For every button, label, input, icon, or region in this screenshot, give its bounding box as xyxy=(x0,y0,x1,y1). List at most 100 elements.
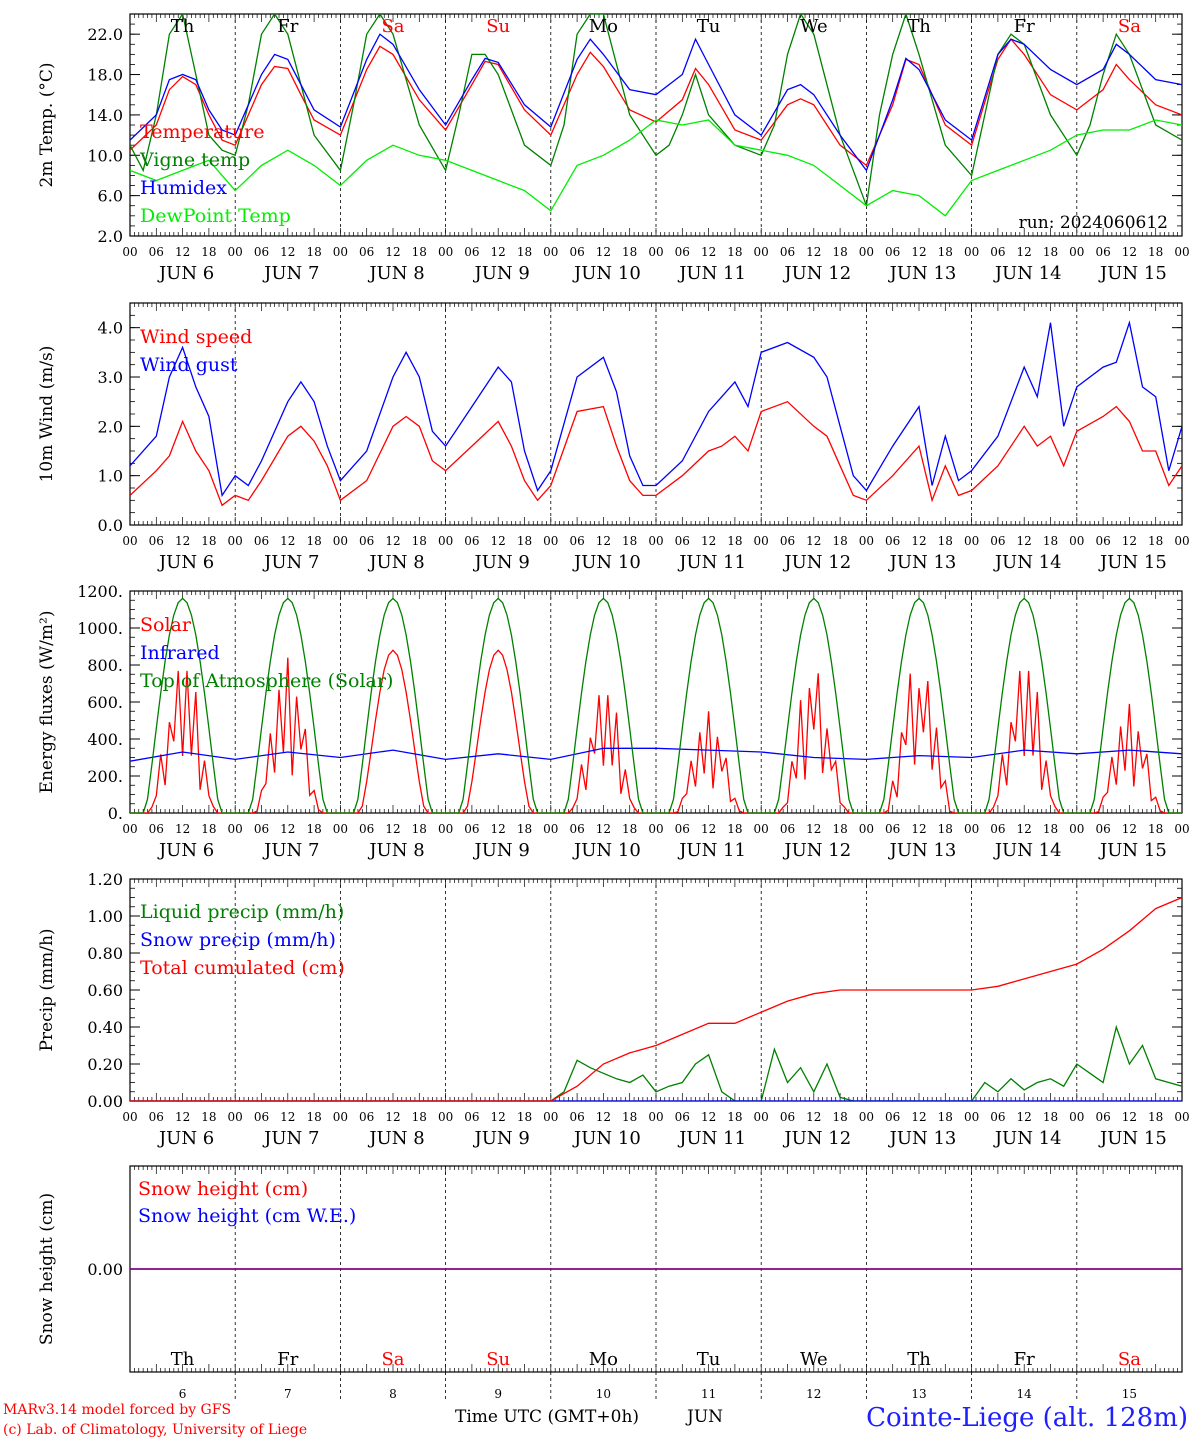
legend-entry: Solar xyxy=(140,614,192,636)
series-line-humidex xyxy=(130,33,1182,172)
day-number-label: 14 xyxy=(1017,1387,1033,1401)
x-hour-label: 00 xyxy=(438,822,453,836)
x-day-label: JUN 7 xyxy=(262,552,319,573)
x-hour-label: 12 xyxy=(1017,245,1032,259)
y-tick-label: 4.0 xyxy=(98,319,123,338)
x-hour-label: 12 xyxy=(701,1110,716,1124)
x-hour-label: 00 xyxy=(1174,245,1189,259)
x-hour-label: 12 xyxy=(911,1110,926,1124)
x-hour-label: 18 xyxy=(1043,1110,1058,1124)
weekday-label: Th xyxy=(907,16,931,37)
x-hour-label: 00 xyxy=(1069,245,1084,259)
x-hour-label: 00 xyxy=(1174,1110,1189,1124)
x-hour-label: 18 xyxy=(1043,245,1058,259)
x-hour-label: 06 xyxy=(675,822,690,836)
x-hour-label: 12 xyxy=(701,534,716,548)
x-hour-label: 12 xyxy=(701,822,716,836)
x-hour-label: 06 xyxy=(254,245,269,259)
x-day-label: JUN 9 xyxy=(473,552,530,573)
x-hour-label: 00 xyxy=(859,822,874,836)
x-hour-label: 00 xyxy=(333,245,348,259)
x-hour-label: 18 xyxy=(412,1110,427,1124)
x-hour-label: 06 xyxy=(149,822,164,836)
legend-entry: Snow height (cm) xyxy=(138,1178,308,1200)
x-hour-label: 06 xyxy=(569,822,584,836)
x-day-label: JUN 6 xyxy=(157,263,214,284)
x-hour-label: 18 xyxy=(517,245,532,259)
x-day-label: JUN 8 xyxy=(367,840,424,861)
x-hour-label: 06 xyxy=(780,1110,795,1124)
x-day-label: JUN 10 xyxy=(572,840,641,861)
x-day-label: JUN 15 xyxy=(1098,263,1167,284)
day-number-label: 15 xyxy=(1122,1387,1137,1401)
x-hour-label: 00 xyxy=(754,1110,769,1124)
x-day-label: JUN 9 xyxy=(473,263,530,284)
x-hour-label: 06 xyxy=(464,534,479,548)
x-hour-label: 18 xyxy=(727,245,742,259)
x-hour-label: 06 xyxy=(675,1110,690,1124)
x-hour-label: 12 xyxy=(385,1110,400,1124)
series-line-vigne-temp xyxy=(130,14,1182,206)
series-group xyxy=(130,14,1182,217)
weekday-label: Fr xyxy=(1014,16,1035,37)
x-hour-label: 12 xyxy=(806,822,821,836)
x-hour-label: 18 xyxy=(622,534,637,548)
x-hour-label: 06 xyxy=(780,534,795,548)
weekday-label: Fr xyxy=(1014,1349,1035,1370)
x-hour-label: 18 xyxy=(201,534,216,548)
x-hour-label: 18 xyxy=(1148,1110,1163,1124)
x-hour-label: 18 xyxy=(306,245,321,259)
weekday-label: Sa xyxy=(381,16,404,37)
x-hour-label: 12 xyxy=(911,822,926,836)
x-hour-label: 12 xyxy=(1122,1110,1137,1124)
x-hour-label: 00 xyxy=(1069,1110,1084,1124)
weekday-label: Sa xyxy=(1118,16,1141,37)
series-line-infrared xyxy=(130,747,1182,762)
x-hour-label: 12 xyxy=(701,245,716,259)
x-hour-label: 06 xyxy=(1095,822,1110,836)
series-group xyxy=(130,320,1182,507)
y-tick-label: 0.00 xyxy=(87,1260,123,1279)
x-hour-label: 00 xyxy=(1069,822,1084,836)
x-hour-label: 06 xyxy=(1095,245,1110,259)
x-day-label: JUN 11 xyxy=(677,263,746,284)
y-axis-title: 2m Temp. (°C) xyxy=(37,62,57,187)
x-hour-label: 18 xyxy=(622,1110,637,1124)
x-hour-label: 06 xyxy=(149,534,164,548)
weekday-label: We xyxy=(800,1349,828,1370)
y-tick-label: 200. xyxy=(87,767,123,786)
x-hour-label: 00 xyxy=(438,534,453,548)
y-tick-label: 0. xyxy=(108,804,123,823)
x-hour-label: 00 xyxy=(1174,534,1189,548)
x-day-label: JUN 15 xyxy=(1098,840,1167,861)
x-hour-label: 18 xyxy=(938,1110,953,1124)
x-hour-label: 18 xyxy=(1148,822,1163,836)
y-tick-label: 1.20 xyxy=(87,870,123,889)
x-hour-label: 00 xyxy=(964,1110,979,1124)
x-day-label: JUN 7 xyxy=(262,1128,319,1149)
x-hour-label: 06 xyxy=(1095,1110,1110,1124)
x-hour-label: 18 xyxy=(727,534,742,548)
x-hour-label: 12 xyxy=(175,1110,190,1124)
x-hour-label: 00 xyxy=(964,245,979,259)
x-hour-label: 12 xyxy=(806,245,821,259)
y-tick-label: 2.0 xyxy=(98,417,123,436)
x-hour-label: 12 xyxy=(280,1110,295,1124)
x-hour-label: 06 xyxy=(990,534,1005,548)
weekday-label: Tu xyxy=(697,16,721,37)
legend-entry: Total cumulated (cm) xyxy=(140,957,345,979)
legend-entry: Snow precip (mm/h) xyxy=(140,929,336,951)
legend-entry: DewPoint Temp xyxy=(140,205,291,227)
x-hour-label: 00 xyxy=(122,534,137,548)
series-line-top-of-atmosphere-solar- xyxy=(130,597,1182,813)
x-hour-label: 12 xyxy=(491,822,506,836)
day-number-label: 9 xyxy=(494,1387,502,1401)
y-axis-title: Energy fluxes (W/m²) xyxy=(37,611,57,794)
x-hour-label: 00 xyxy=(754,534,769,548)
day-number-label: 12 xyxy=(806,1387,821,1401)
x-hour-label: 12 xyxy=(596,534,611,548)
x-hour-label: 06 xyxy=(464,245,479,259)
x-day-label: JUN 13 xyxy=(888,263,957,284)
day-number-label: 8 xyxy=(389,1387,397,1401)
x-hour-label: 00 xyxy=(438,1110,453,1124)
